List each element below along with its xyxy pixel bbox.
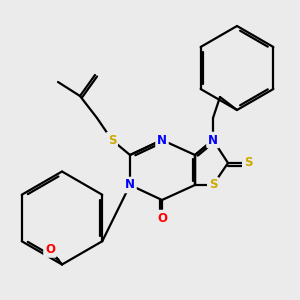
Text: N: N <box>125 178 135 191</box>
Text: S: S <box>244 157 252 169</box>
Text: N: N <box>157 134 167 146</box>
Text: O: O <box>157 212 167 224</box>
Text: N: N <box>208 134 218 146</box>
Text: O: O <box>45 243 55 256</box>
Text: S: S <box>209 178 217 191</box>
Text: S: S <box>108 134 116 146</box>
